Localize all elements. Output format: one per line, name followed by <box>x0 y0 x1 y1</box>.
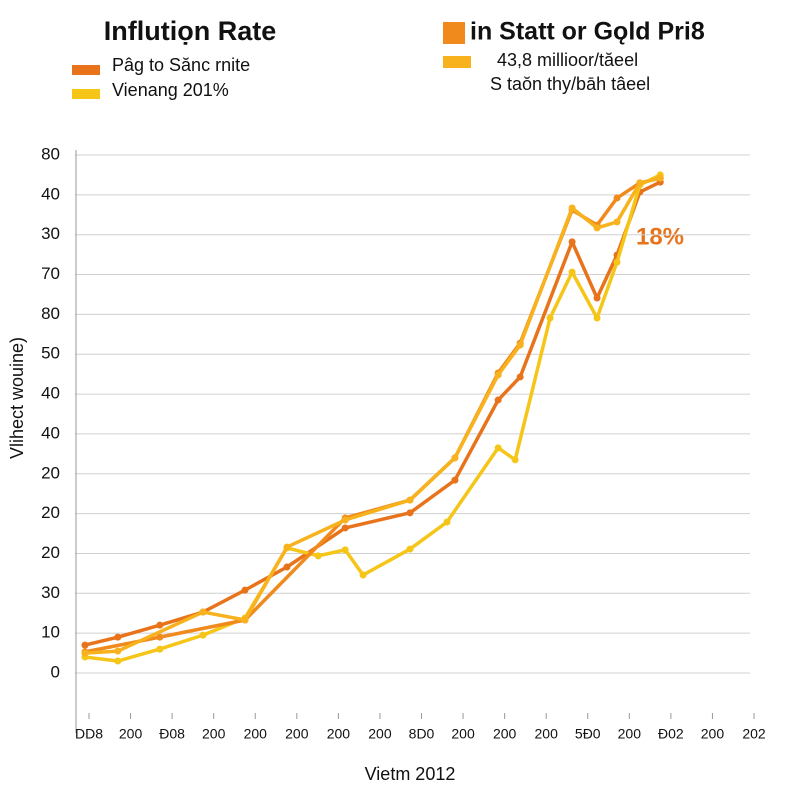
point <box>406 545 414 553</box>
point <box>114 657 122 665</box>
x-tick-label: DD8 <box>75 726 103 742</box>
y-tick-label: 20 <box>41 543 60 562</box>
point <box>511 456 519 464</box>
point <box>613 258 621 266</box>
y-tick-label: 80 <box>41 304 60 323</box>
point <box>199 608 207 616</box>
series-line <box>84 180 661 647</box>
y-tick-label: 20 <box>41 463 60 482</box>
point <box>443 518 451 526</box>
point <box>593 294 601 302</box>
x-tick-label: 200 <box>202 726 226 742</box>
x-tick-label: 200 <box>451 726 475 742</box>
point <box>283 543 291 551</box>
point <box>546 314 554 322</box>
y-tick-label: 20 <box>41 503 60 522</box>
legend-swatch <box>72 89 100 99</box>
point <box>283 563 291 571</box>
point <box>613 218 621 226</box>
y-tick-label: 10 <box>41 623 60 642</box>
legend-label: 43,8 millioor/tăeel <box>497 50 638 70</box>
x-tick-label: Đ02 <box>658 726 684 742</box>
y-tick-label: 30 <box>41 224 60 243</box>
x-tick-label: 200 <box>618 726 642 742</box>
point <box>494 444 502 452</box>
point <box>341 524 349 532</box>
y-tick-label: 70 <box>41 264 60 283</box>
annotation: 18% <box>636 223 684 250</box>
x-tick-label: 200 <box>285 726 309 742</box>
point <box>516 373 524 381</box>
point <box>359 571 367 579</box>
point <box>341 516 349 524</box>
point <box>156 621 164 629</box>
y-tick-label: 30 <box>41 583 60 602</box>
point <box>494 396 502 404</box>
x-tick-label: 200 <box>119 726 143 742</box>
point <box>451 454 459 462</box>
y-axis-title: Vlihect wouine) <box>7 337 27 459</box>
y-tick-label: 40 <box>41 184 60 203</box>
x-tick-label: 200 <box>493 726 517 742</box>
point <box>81 641 89 649</box>
point <box>406 509 414 517</box>
point <box>516 341 524 349</box>
legend-swatch <box>443 22 465 44</box>
point <box>406 496 414 504</box>
legend-label: in Statt or Gǫld Pri8 <box>470 18 705 46</box>
point <box>451 476 459 484</box>
x-tick-label: 200 <box>535 726 559 742</box>
x-tick-label: 5Đ0 <box>575 726 601 742</box>
point <box>568 238 576 246</box>
x-tick-label: 202 <box>742 726 766 742</box>
point <box>636 179 644 187</box>
y-tick-label: 80 <box>41 144 60 163</box>
point <box>81 649 89 657</box>
x-axis-title: Vietm 2012 <box>365 764 456 784</box>
legend-swatch <box>443 56 471 68</box>
x-tick-label: 200 <box>368 726 392 742</box>
x-tick-label: 200 <box>244 726 268 742</box>
y-tick-label: 0 <box>51 662 60 681</box>
point <box>341 546 349 554</box>
chart-title: Influtiọn Rate <box>104 16 276 46</box>
x-tick-label: Đ08 <box>159 726 185 742</box>
point <box>114 647 122 655</box>
point <box>593 314 601 322</box>
point <box>241 616 249 624</box>
x-tick-label: 200 <box>701 726 725 742</box>
legend-swatch <box>72 65 100 75</box>
point <box>241 586 249 594</box>
point <box>314 552 322 560</box>
point <box>593 224 601 232</box>
x-tick-label: 200 <box>327 726 351 742</box>
y-tick-label: 40 <box>41 384 60 403</box>
y-tick-label: 50 <box>41 344 60 363</box>
point <box>568 268 576 276</box>
point <box>156 645 164 653</box>
legend-label: Pâg to Sănc rnite <box>112 55 250 75</box>
legend-label: Vienang 201% <box>112 80 229 100</box>
y-tick-label: 40 <box>41 423 60 442</box>
x-tick-label: 8D0 <box>409 726 435 742</box>
point <box>656 174 664 182</box>
point <box>156 633 164 641</box>
point <box>613 194 621 202</box>
point <box>568 204 576 212</box>
point <box>114 633 122 641</box>
point <box>494 371 502 379</box>
point <box>199 631 207 639</box>
subtitle: S taŏn thy/bāh tâeel <box>490 74 650 94</box>
